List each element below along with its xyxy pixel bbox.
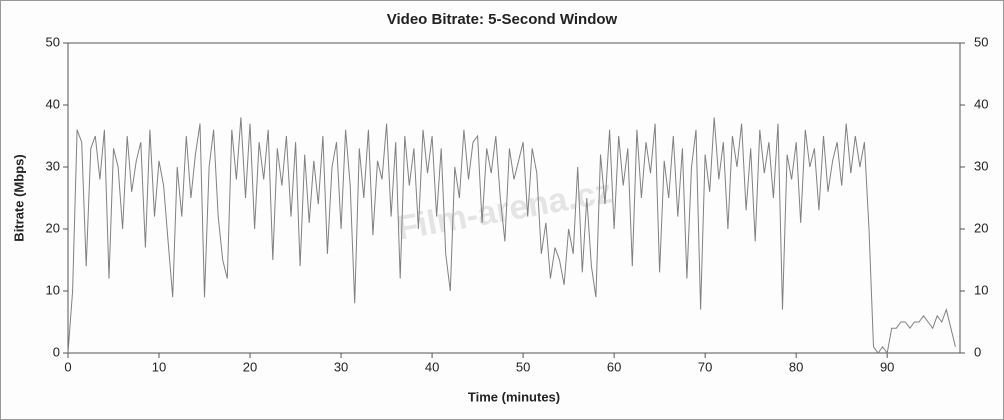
y-tick-label: 50 [46,34,60,49]
x-tick-label: 70 [698,359,712,374]
x-tick-label: 20 [243,359,257,374]
x-tick-label: 90 [880,359,894,374]
plot-area [67,42,961,354]
y2-tick-label: 0 [974,344,981,359]
x-tick-label: 50 [516,359,530,374]
bitrate-line [67,117,956,355]
x-tick-label: 60 [607,359,621,374]
y2-tick-label: 50 [974,34,988,49]
x-tick-label: 10 [152,359,166,374]
y-axis-label: Bitrate (Mbps) [11,154,26,241]
y-tick-label: 0 [53,344,60,359]
x-tick-label: 30 [334,359,348,374]
y-tick-label: 20 [46,220,60,235]
x-tick-label: 80 [789,359,803,374]
y2-tick-label: 30 [974,158,988,173]
y2-tick-label: 20 [974,220,988,235]
y-tick-label: 40 [46,96,60,111]
x-axis-label: Time (minutes) [468,389,560,404]
y2-tick-label: 10 [974,282,988,297]
y-tick-label: 30 [46,158,60,173]
x-tick-label: 0 [64,359,71,374]
y-tick-label: 10 [46,282,60,297]
x-tick-label: 40 [425,359,439,374]
y2-tick-label: 40 [974,96,988,111]
chart-title: Video Bitrate: 5-Second Window [387,11,618,28]
